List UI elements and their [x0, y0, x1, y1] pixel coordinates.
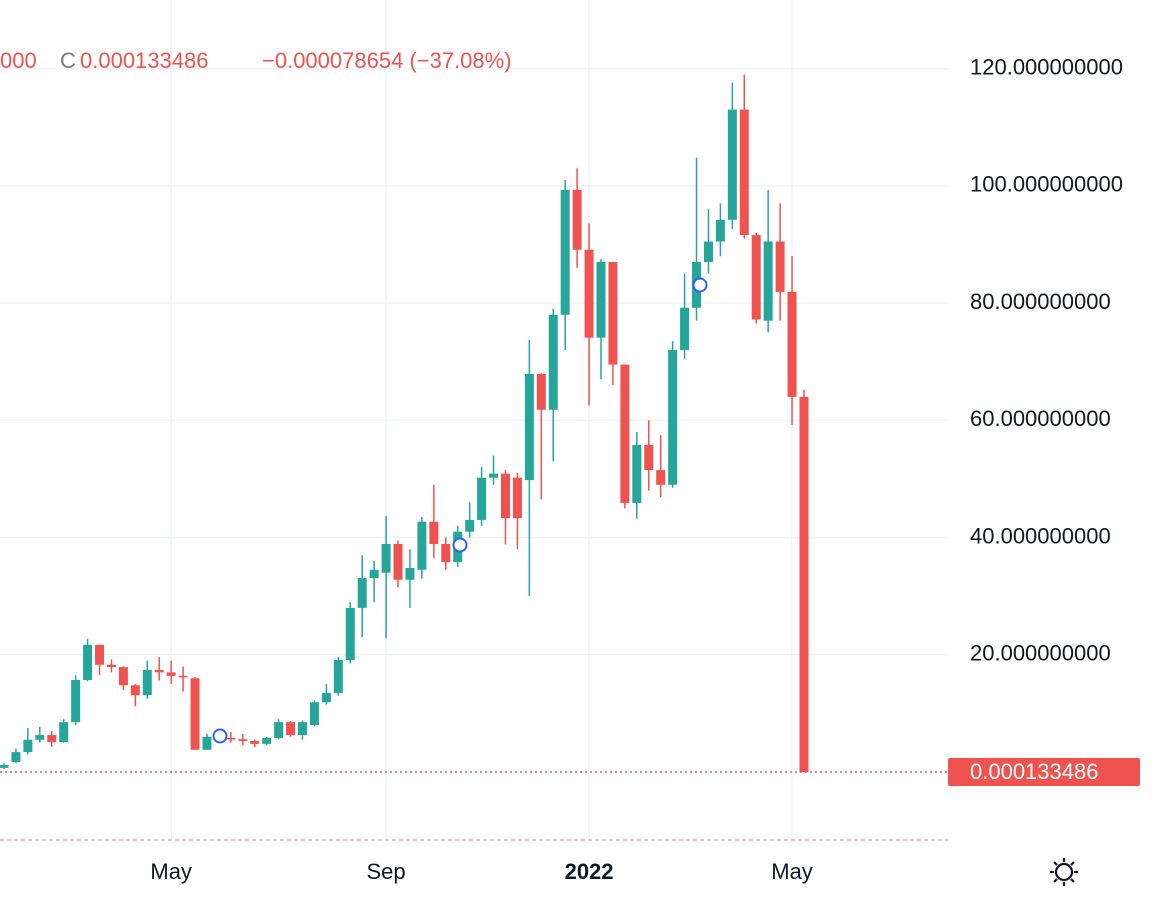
candle-body — [393, 543, 403, 580]
event-marker — [212, 728, 228, 744]
y-tick-label: 120.000000000 — [970, 54, 1123, 79]
candle-body — [118, 667, 128, 686]
candle-body — [59, 722, 69, 743]
settings-icon[interactable] — [1050, 858, 1078, 886]
candle-body — [560, 189, 570, 315]
candle-body — [95, 644, 105, 665]
candle-body — [190, 678, 200, 750]
candle-body — [441, 543, 451, 563]
x-tick-label: May — [771, 859, 813, 884]
event-markers — [212, 277, 708, 744]
candle-body — [309, 702, 319, 726]
candle-body — [202, 736, 212, 750]
candle-body — [23, 739, 33, 753]
event-marker — [692, 277, 708, 293]
candle-body — [680, 307, 690, 350]
candle-body — [548, 314, 558, 410]
candle-body — [775, 241, 785, 292]
candle-body — [632, 444, 642, 503]
candle-body — [35, 735, 45, 740]
candle-body — [71, 679, 81, 723]
candle-body — [298, 722, 307, 736]
candle-body — [584, 249, 594, 338]
y-tick-label: 60.000000000 — [970, 406, 1111, 431]
candle-body — [644, 444, 654, 471]
x-tick-label: Sep — [367, 859, 406, 884]
candle-body — [500, 473, 510, 519]
candle-body — [477, 477, 487, 520]
candle-body — [47, 735, 57, 743]
header-prefix: 000 — [0, 48, 37, 73]
x-tick-label: May — [150, 859, 192, 884]
candle-body — [405, 568, 415, 580]
candle-body — [596, 262, 606, 338]
candle-body — [238, 739, 248, 741]
candle-body — [429, 521, 439, 544]
candle-body — [608, 262, 618, 365]
candle-body — [166, 672, 176, 676]
grid — [0, 0, 948, 841]
x-tick-label: 2022 — [565, 859, 614, 884]
candle-body — [250, 740, 260, 744]
candle-body — [620, 364, 630, 503]
price-label-box — [948, 758, 1140, 787]
candle-body — [465, 519, 475, 532]
candle-body — [286, 722, 296, 736]
candle-body — [130, 685, 140, 696]
candle-body — [178, 675, 188, 678]
candle-body — [357, 577, 367, 608]
y-tick-label: 40.000000000 — [970, 523, 1111, 548]
candle-body — [106, 664, 116, 668]
candle-body — [715, 219, 725, 242]
header-close: 0.000133486 — [80, 48, 208, 73]
candle-body — [763, 241, 773, 321]
candle-body — [524, 373, 534, 481]
candle-body — [799, 396, 809, 773]
candle-body — [0, 764, 9, 768]
candle-body — [656, 470, 666, 485]
candle-body — [226, 738, 236, 740]
candle-body — [739, 109, 749, 236]
price-label: 0.000133486 — [970, 759, 1098, 784]
candle-body — [668, 349, 678, 485]
candle-body — [345, 607, 355, 661]
event-marker — [452, 537, 468, 553]
candle-body — [321, 692, 331, 703]
candle-body — [381, 543, 391, 573]
candle-body — [369, 569, 379, 578]
candle-body — [333, 660, 343, 693]
candle-body — [572, 189, 582, 250]
candle-body — [787, 291, 797, 397]
y-tick-label: 100.000000000 — [970, 172, 1123, 197]
candle-body — [751, 235, 761, 320]
candle-body — [11, 752, 21, 763]
candle-body — [512, 477, 522, 519]
candle-body — [703, 241, 713, 263]
header-close-label: C — [60, 48, 76, 73]
candle-body — [274, 722, 284, 739]
candle-body — [489, 473, 499, 478]
candles — [0, 74, 809, 773]
y-tick-label: 20.000000000 — [970, 641, 1111, 666]
candle-body — [417, 521, 427, 570]
candle-body — [154, 670, 164, 673]
candle-body — [727, 109, 737, 220]
y-tick-label: 80.000000000 — [970, 289, 1111, 314]
candle-body — [142, 670, 152, 696]
header-change: −0.000078654 (−37.08%) — [262, 48, 512, 73]
candle-body — [262, 738, 272, 744]
candle-body — [536, 373, 546, 410]
candle-body — [83, 644, 93, 680]
